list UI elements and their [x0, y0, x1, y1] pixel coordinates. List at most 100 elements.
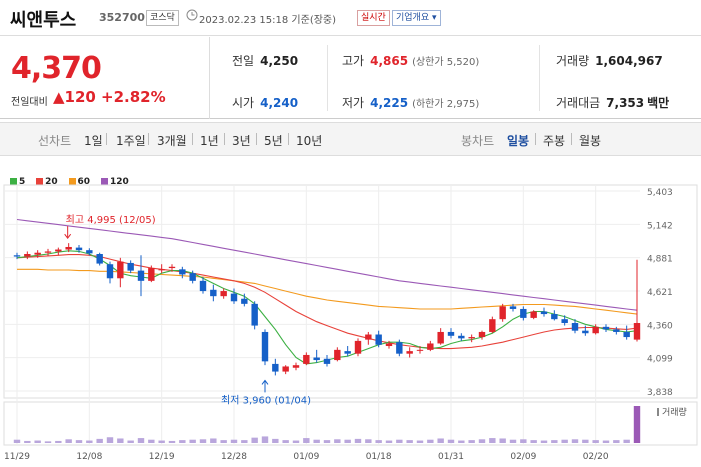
volume-bar — [55, 440, 62, 443]
candle-body — [458, 335, 465, 339]
volume-bar — [230, 439, 238, 443]
volume-bar — [117, 438, 124, 443]
y-tick-label: 5,403 — [647, 188, 673, 198]
candle-body — [272, 363, 279, 372]
volume-bar — [148, 439, 155, 443]
candle-body — [540, 311, 548, 315]
tab-1d[interactable]: 1일 — [84, 134, 103, 148]
candle-body — [509, 306, 517, 309]
volume-bar — [199, 439, 207, 443]
candle-chart-label: 봉차트 — [461, 134, 495, 148]
candlestick-chart[interactable]: 5,403 5,142 4,881 4,621 4,360 4,099 3,838 11/29… — [0, 172, 701, 467]
open-value: 4,240 — [260, 96, 299, 110]
candle-body — [592, 326, 599, 334]
candle-body — [313, 357, 320, 361]
candle-body — [251, 303, 258, 326]
stock-header: 씨앤투스 352700 코스닥 2023.02.23 15:18 기준(장중) … — [0, 0, 701, 36]
volume-bar — [530, 440, 537, 443]
candle-body — [489, 319, 496, 332]
volume-bar — [96, 438, 103, 443]
divider — [327, 45, 328, 111]
volume-legend-mark — [657, 408, 659, 416]
prev-close-label: 전일 — [232, 54, 255, 68]
candle-body — [468, 337, 475, 339]
candle-body — [375, 334, 382, 345]
company-info-button[interactable]: 기업개요 ▾ — [392, 10, 441, 26]
candle-body — [334, 349, 341, 361]
volume-bar — [406, 440, 413, 443]
volume-bar — [137, 438, 145, 443]
volume-bar — [241, 440, 248, 443]
volume-bar — [344, 439, 351, 443]
lower-limit: (하한가 2,975) — [412, 99, 480, 110]
volume-bar — [489, 438, 496, 443]
candle-body — [241, 298, 248, 304]
y-tick-label: 4,621 — [647, 288, 673, 298]
tab-divider — [535, 133, 536, 145]
volume-bar — [86, 440, 93, 443]
x-tick-label: 02/09 — [510, 452, 536, 462]
candle-body — [65, 246, 72, 250]
candle-body — [416, 349, 424, 351]
current-price: 4,370 — [11, 51, 102, 86]
tab-3m[interactable]: 3개월 — [157, 134, 187, 148]
candle-body — [179, 269, 186, 275]
candle-body — [230, 293, 238, 302]
candle-body — [44, 251, 52, 253]
price-change-pct: +2.82% — [101, 88, 166, 106]
volume-bar — [592, 440, 599, 443]
price-change: ▲120 — [53, 88, 96, 106]
volume-value: 1,604,967 — [595, 54, 663, 68]
volume-bar — [447, 439, 455, 443]
candle-body — [551, 314, 558, 320]
realtime-button[interactable]: 실시간 — [357, 10, 390, 26]
volume-bar — [623, 439, 630, 443]
candle-body — [478, 331, 486, 338]
tab-divider — [571, 133, 572, 145]
x-tick-label: 12/08 — [76, 452, 102, 462]
candle-body — [55, 249, 62, 252]
candle-body — [106, 264, 114, 279]
volume-bar — [158, 440, 165, 443]
low-arrow-head — [261, 379, 269, 385]
y-tick-label: 4,360 — [647, 321, 673, 331]
volume-bar — [334, 439, 341, 443]
candle-body — [499, 306, 506, 320]
tab-weekly[interactable]: 주봉 — [543, 134, 566, 148]
tab-5y[interactable]: 5년 — [264, 134, 283, 148]
tab-10y[interactable]: 10년 — [296, 134, 323, 148]
prev-close-cell: 전일 4,250 — [232, 52, 298, 69]
candle-body — [427, 343, 434, 350]
candle-body — [117, 261, 124, 279]
volume-bar — [292, 440, 300, 443]
candle-body — [365, 334, 372, 340]
divider — [539, 45, 540, 111]
tab-monthly[interactable]: 월봉 — [579, 134, 602, 148]
x-tick-label: 01/18 — [366, 452, 392, 462]
volume-bar — [437, 438, 444, 443]
tab-1w[interactable]: 1주일 — [116, 134, 146, 148]
volume-bar — [65, 439, 72, 443]
volume-bar — [602, 440, 610, 443]
stock-code: 352700 — [99, 11, 145, 24]
tab-1y[interactable]: 1년 — [200, 134, 219, 148]
candle-body — [303, 354, 310, 364]
high-label: 고가 — [342, 54, 365, 68]
candle-body — [292, 365, 300, 368]
legend-ma60: 60 — [68, 177, 90, 187]
volume-bar — [323, 440, 331, 443]
high-annotation: 최고 4,995 (12/05) — [66, 214, 156, 226]
candle-body — [34, 252, 41, 255]
x-tick-label: 01/31 — [438, 452, 464, 462]
candle-body — [96, 254, 103, 264]
tab-daily[interactable]: 일봉 — [507, 134, 530, 148]
volume-bar — [303, 438, 310, 443]
candle-body — [282, 366, 289, 372]
tab-3y[interactable]: 3년 — [232, 134, 251, 148]
x-tick-label: 02/20 — [583, 452, 609, 462]
volume-bar — [561, 439, 568, 443]
candle-body — [261, 331, 269, 362]
volume-bar — [551, 440, 558, 443]
tab-divider — [224, 133, 225, 145]
y-tick-label: 4,881 — [647, 255, 673, 265]
